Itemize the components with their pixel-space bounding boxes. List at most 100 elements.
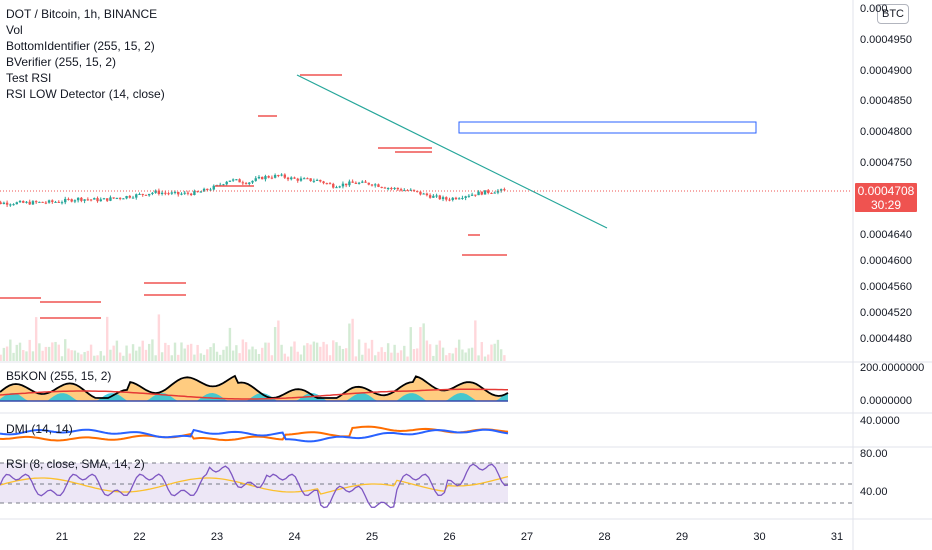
volume-bar [170, 355, 173, 361]
volume-bar [22, 350, 25, 361]
candle-body [496, 190, 500, 193]
candle-body [406, 190, 409, 192]
indicator-legend: DOT / Bitcoin, 1h, BINANCE Vol BottomIde… [6, 6, 165, 102]
candle-body [80, 197, 83, 201]
volume-bar [244, 342, 248, 361]
candle-body [290, 177, 293, 180]
legend-item-vol[interactable]: Vol [6, 23, 23, 37]
volume-bar [464, 352, 467, 361]
candle-body [354, 182, 358, 184]
volume-bar [290, 346, 293, 361]
candle-body [9, 204, 12, 206]
dmi-pane[interactable] [0, 425, 509, 443]
candle-body [199, 191, 203, 193]
candle-body [467, 195, 471, 197]
candle-body [306, 178, 309, 180]
price-axis-tick: 0.0004520 [860, 307, 912, 319]
volume-bar [487, 354, 490, 361]
volume-bar [445, 355, 448, 361]
candle-body [18, 201, 22, 203]
volume-bar [299, 354, 303, 361]
candle-body [338, 186, 341, 188]
volume-bar [44, 346, 48, 361]
candle-body [209, 189, 212, 191]
volume-bar [438, 340, 442, 361]
candle-body [235, 179, 238, 181]
volume-bar [293, 341, 296, 361]
candle-body [28, 201, 31, 205]
volume-bar [238, 353, 241, 361]
price-axis-tick: 0.0004800 [860, 126, 912, 138]
candle-body [470, 194, 474, 196]
dmi-label[interactable]: DMI (14, 14) [6, 422, 73, 436]
candle-body [73, 200, 77, 202]
candle-body [319, 179, 322, 182]
candle-body [122, 198, 125, 200]
rsi-label[interactable]: RSI (8, close, SMA, 14, 2) [6, 457, 145, 471]
volume-bar [34, 317, 38, 361]
candle-body [154, 190, 157, 193]
volume-bar [128, 353, 132, 361]
legend-item-bverifier[interactable]: BVerifier (255, 15, 2) [6, 55, 117, 69]
volume-bar [386, 343, 390, 361]
candle-body [115, 197, 119, 199]
candle-body [480, 191, 483, 195]
candle-body [403, 190, 406, 192]
candle-body [57, 201, 60, 203]
price-axis-tick: 0.0004600 [860, 255, 912, 267]
volume-bar [428, 344, 432, 361]
volume-bar [83, 352, 86, 361]
volume-bar [380, 347, 383, 361]
currency-badge[interactable]: BTC [877, 4, 909, 24]
legend-item-rsi-low-detector[interactable]: RSI LOW Detector (14, close) [6, 87, 165, 101]
b5kon-label[interactable]: B5KON (255, 15, 2) [6, 369, 112, 383]
candle-body [15, 202, 18, 205]
rsi-pane[interactable] [0, 462, 852, 509]
b5kon-fill-teal [0, 393, 508, 401]
candle-body [448, 199, 451, 201]
volume-bar [338, 345, 341, 361]
price-pane[interactable] [0, 74, 852, 361]
volume-bar [164, 342, 167, 361]
legend-item-bottomidentifier[interactable]: BottomIdentifier (255, 15, 2) [6, 39, 155, 53]
volume-bar [335, 342, 338, 361]
volume-bar [425, 340, 429, 361]
volume-bar [147, 343, 151, 361]
volume-bar [357, 339, 361, 361]
last-price-value: 0.0004708 [857, 184, 915, 198]
time-axis-tick: 29 [675, 531, 689, 543]
legend-item-test-rsi[interactable]: Test RSI [6, 71, 52, 85]
candle-body [89, 199, 93, 201]
candle-body [157, 190, 161, 194]
rsi-tick-40: 40.00 [860, 486, 888, 498]
candle-body [332, 183, 335, 188]
candle-body [76, 197, 80, 201]
candle-body [273, 175, 277, 178]
candle-body [164, 192, 167, 194]
bar-countdown: 30:29 [870, 198, 902, 212]
candle-body [180, 193, 183, 195]
volume-bar [441, 347, 445, 361]
volume-bar [41, 350, 44, 361]
volume-bar [25, 351, 28, 361]
candle-body [267, 176, 270, 178]
volume-bar [154, 355, 157, 361]
candle-body [377, 184, 380, 187]
candle-body [490, 192, 493, 194]
volume-bar [364, 342, 367, 361]
b5kon-pane[interactable] [0, 374, 509, 402]
time-axis-tick: 25 [365, 531, 379, 543]
volume-bar [377, 351, 380, 361]
volume-bar [51, 342, 54, 361]
volume-bar [18, 342, 22, 361]
candle-body [118, 197, 122, 199]
volume-bar [2, 347, 6, 361]
volume-bar [228, 327, 232, 361]
volume-bar [12, 352, 15, 361]
candle-body [222, 184, 225, 186]
volume-bar [212, 343, 215, 361]
volume-bar [461, 349, 464, 361]
volume-bar [399, 350, 403, 361]
